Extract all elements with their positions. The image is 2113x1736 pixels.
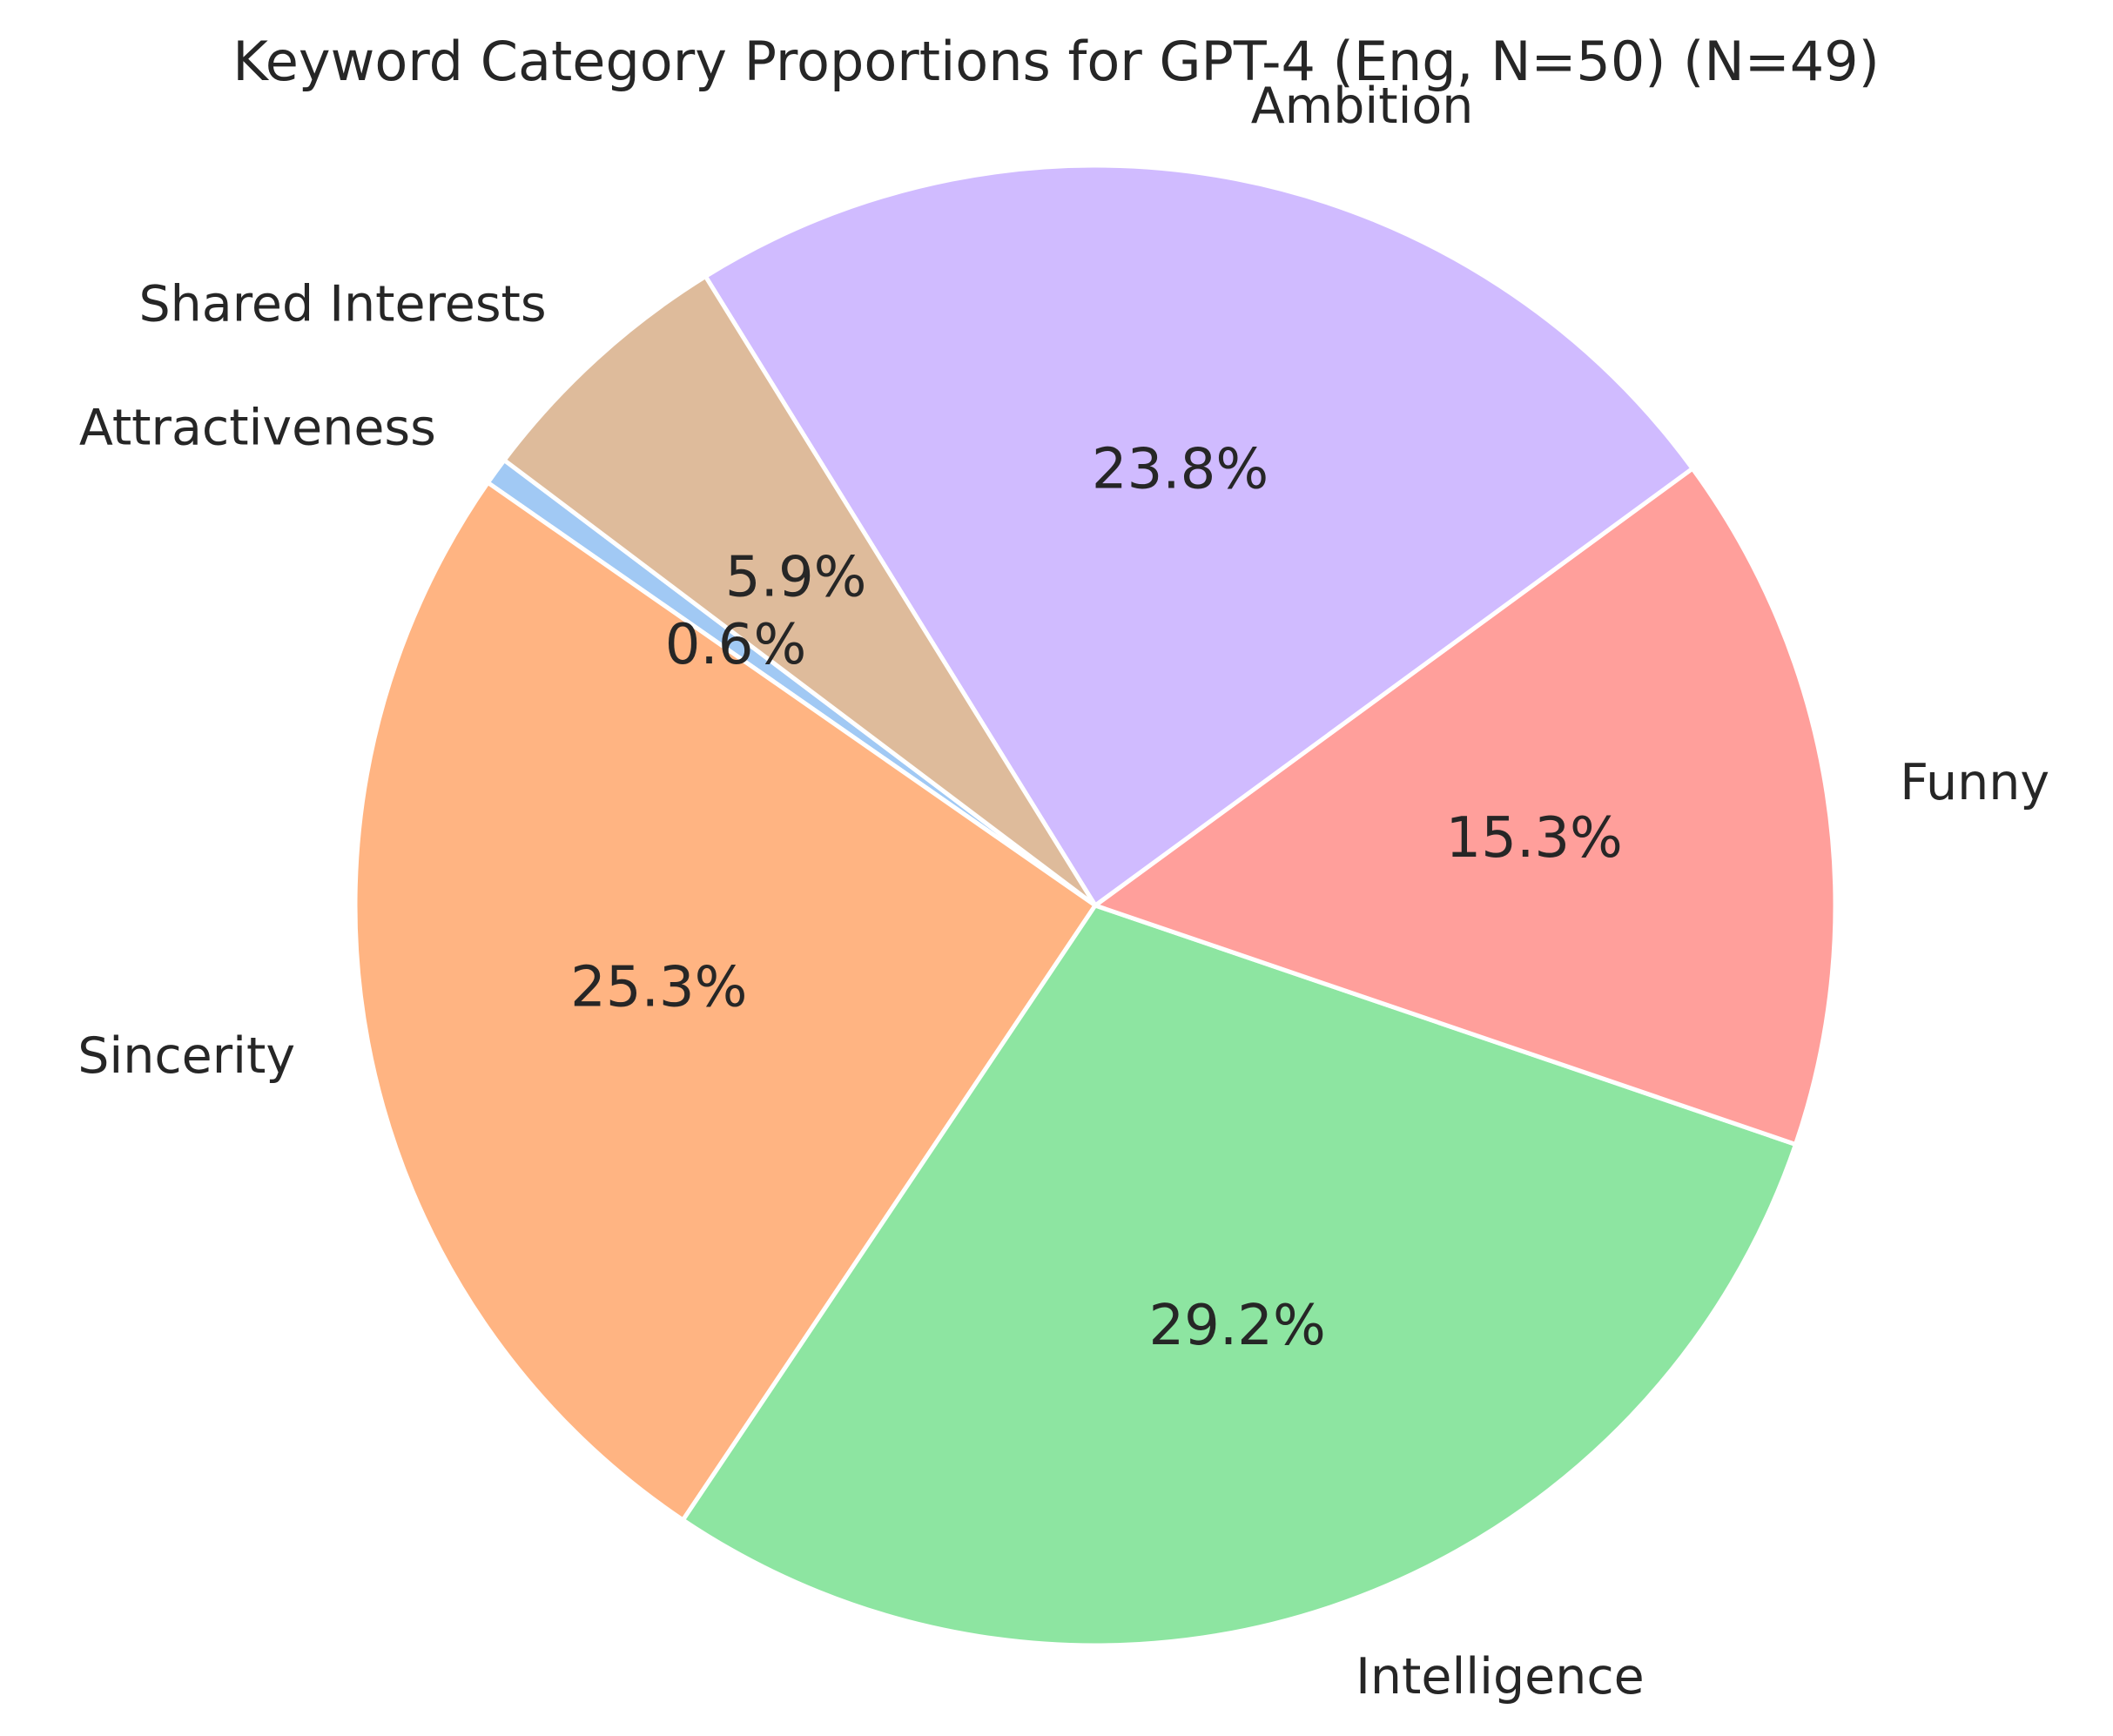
category-label-ambition: Ambition: [1251, 77, 1474, 135]
category-label-funny: Funny: [1900, 754, 2049, 811]
pie-slices: [353, 163, 1838, 1648]
slice-sincerity: [353, 480, 1098, 1523]
slice-ambition: [703, 163, 1695, 908]
slice-shared-interests: [501, 273, 1098, 908]
category-label-shared-interests: Shared Interests: [138, 275, 546, 333]
percentage-label-shared-interests: 5.9%: [725, 545, 867, 609]
percentage-label-ambition: 23.8%: [1092, 437, 1268, 501]
percentage-label-sincerity: 25.3%: [570, 955, 747, 1019]
slice-intelligence: [680, 903, 1798, 1648]
percentage-label-attractiveness: 0.6%: [665, 613, 807, 677]
category-label-intelligence: Intelligence: [1356, 1648, 1645, 1706]
percentage-label-funny: 15.3%: [1446, 806, 1623, 871]
category-label-attractiveness: Attractiveness: [79, 400, 436, 457]
slice-funny: [1093, 466, 1838, 1147]
chart-title: Keyword Category Proportions for GPT-4 (…: [232, 30, 1880, 93]
category-labels: Attractiveness Sincerity Intelligence Funny…: [77, 77, 2049, 1706]
category-label-sincerity: Sincerity: [77, 1027, 295, 1085]
percentage-label-intelligence: 29.2%: [1148, 1294, 1325, 1358]
percentage-labels: 0.6% 25.3% 29.2% 15.3% 23.8% 5.9%: [570, 437, 1623, 1358]
